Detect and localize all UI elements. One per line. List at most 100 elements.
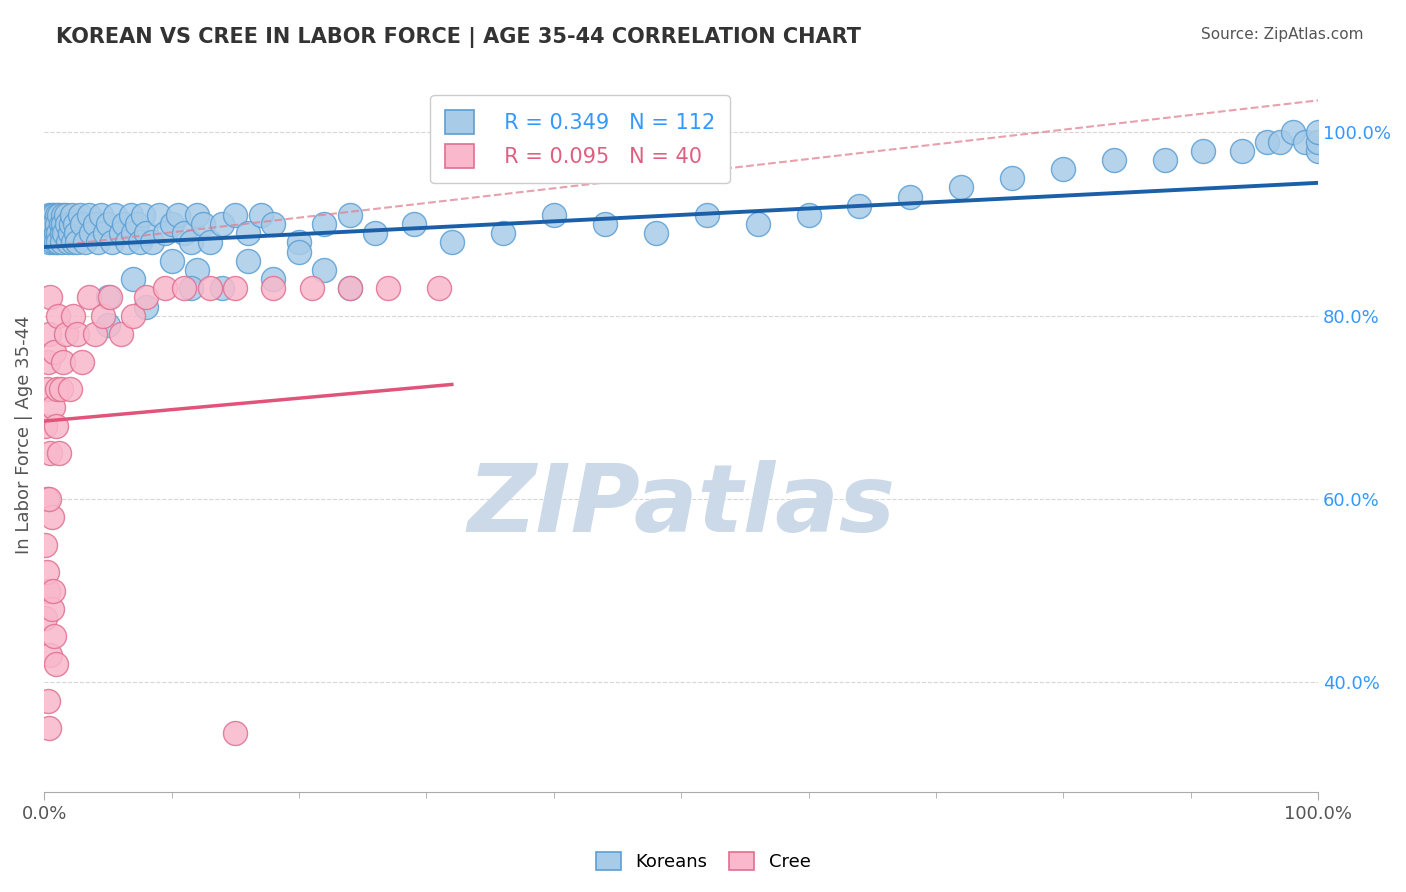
Point — [45, 382, 67, 396]
Point — [262, 281, 284, 295]
Y-axis label: In Labor Force | Age 35-44: In Labor Force | Age 35-44 — [15, 316, 32, 554]
Point — [262, 217, 284, 231]
Point — [37, 693, 59, 707]
Point — [402, 217, 425, 231]
Point — [180, 281, 202, 295]
Point — [127, 217, 149, 231]
Point — [747, 217, 769, 231]
Point — [1230, 144, 1253, 158]
Point — [132, 208, 155, 222]
Point — [42, 226, 65, 240]
Point — [98, 290, 121, 304]
Point — [41, 602, 63, 616]
Point — [35, 491, 58, 506]
Point — [48, 446, 70, 460]
Point — [224, 208, 246, 222]
Point — [55, 326, 77, 341]
Point — [45, 226, 67, 240]
Point — [84, 217, 107, 231]
Point — [135, 226, 157, 240]
Point — [122, 309, 145, 323]
Point — [492, 226, 515, 240]
Point — [797, 208, 820, 222]
Point — [44, 630, 66, 644]
Point — [60, 208, 83, 222]
Point — [37, 217, 59, 231]
Point — [63, 217, 86, 231]
Point — [69, 208, 91, 222]
Point — [1192, 144, 1215, 158]
Legend: Koreans, Cree: Koreans, Cree — [588, 845, 818, 879]
Point — [135, 290, 157, 304]
Point — [186, 263, 208, 277]
Point — [543, 208, 565, 222]
Legend:   R = 0.349   N = 112,   R = 0.095   N = 40: R = 0.349 N = 112, R = 0.095 N = 40 — [430, 95, 730, 183]
Point — [48, 208, 70, 222]
Point — [91, 309, 114, 323]
Point — [94, 226, 117, 240]
Point — [66, 326, 89, 341]
Point — [198, 235, 221, 250]
Point — [153, 281, 176, 295]
Point — [1001, 171, 1024, 186]
Point — [288, 235, 311, 250]
Point — [39, 226, 62, 240]
Point — [73, 235, 96, 250]
Point — [65, 226, 87, 240]
Point — [236, 253, 259, 268]
Point — [44, 345, 66, 359]
Point — [52, 217, 75, 231]
Point — [53, 226, 76, 240]
Point — [46, 235, 69, 250]
Point — [41, 208, 63, 222]
Point — [97, 290, 120, 304]
Point — [45, 217, 67, 231]
Point — [1294, 135, 1316, 149]
Point — [1281, 125, 1303, 139]
Point — [72, 354, 94, 368]
Point — [35, 382, 58, 396]
Point — [593, 217, 616, 231]
Point — [104, 208, 127, 222]
Point — [153, 226, 176, 240]
Point — [173, 281, 195, 295]
Point — [39, 290, 62, 304]
Point — [35, 566, 58, 580]
Point — [122, 272, 145, 286]
Point — [193, 217, 215, 231]
Point — [44, 217, 66, 231]
Point — [141, 235, 163, 250]
Point — [55, 208, 77, 222]
Point — [224, 725, 246, 739]
Point — [314, 217, 336, 231]
Point — [49, 217, 72, 231]
Point — [377, 281, 399, 295]
Point — [950, 180, 973, 194]
Point — [35, 226, 58, 240]
Point — [173, 226, 195, 240]
Point — [110, 226, 132, 240]
Point — [1052, 162, 1074, 177]
Point — [314, 263, 336, 277]
Point — [86, 235, 108, 250]
Point — [52, 354, 75, 368]
Point — [41, 217, 63, 231]
Point — [848, 199, 870, 213]
Point — [39, 217, 62, 231]
Point — [128, 235, 150, 250]
Point — [46, 309, 69, 323]
Point — [186, 208, 208, 222]
Point — [112, 217, 135, 231]
Point — [45, 657, 67, 671]
Point — [90, 208, 112, 222]
Point — [45, 235, 67, 250]
Point — [42, 401, 65, 415]
Point — [45, 208, 67, 222]
Point — [56, 217, 79, 231]
Point — [100, 235, 122, 250]
Point — [58, 382, 80, 396]
Point — [224, 281, 246, 295]
Point — [160, 253, 183, 268]
Point — [1256, 135, 1278, 149]
Point — [45, 418, 67, 433]
